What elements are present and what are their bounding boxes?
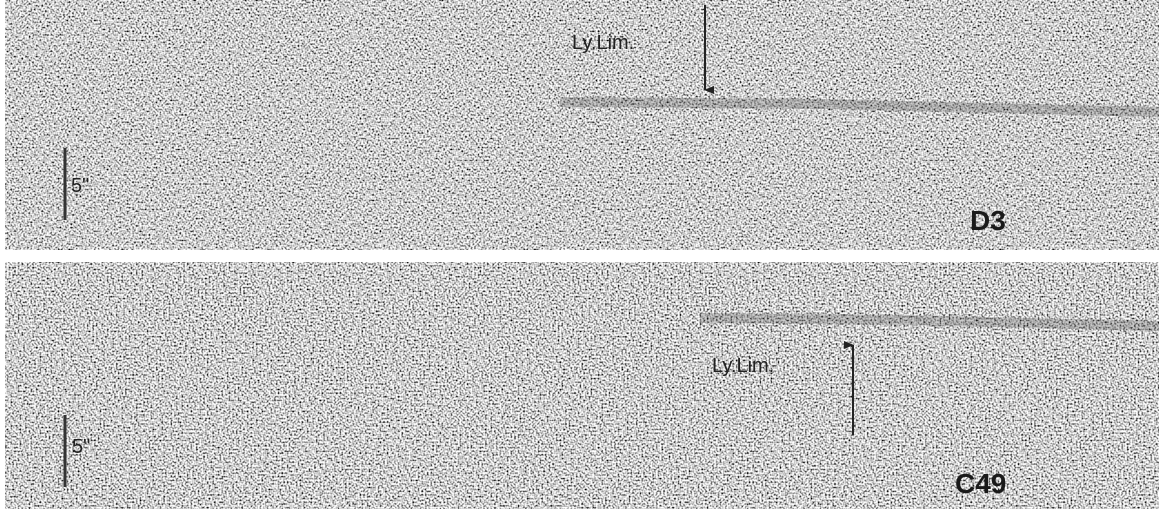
scale-label: 5" [71,175,89,197]
line-label: Ly.Lim. [712,355,774,377]
object-label: D3 [970,205,1006,236]
object-label: C49 [955,468,1006,499]
panel: Ly.Lim. 5" C49 [5,262,1159,509]
spectra-figure: Ly.Lim. 5" D3 Ly.Lim. 5" C49 [0,0,1159,509]
scale-label: 5" [72,436,90,458]
panel: Ly.Lim. 5" D3 [5,0,1159,250]
line-label: Ly.Lim. [572,32,634,54]
